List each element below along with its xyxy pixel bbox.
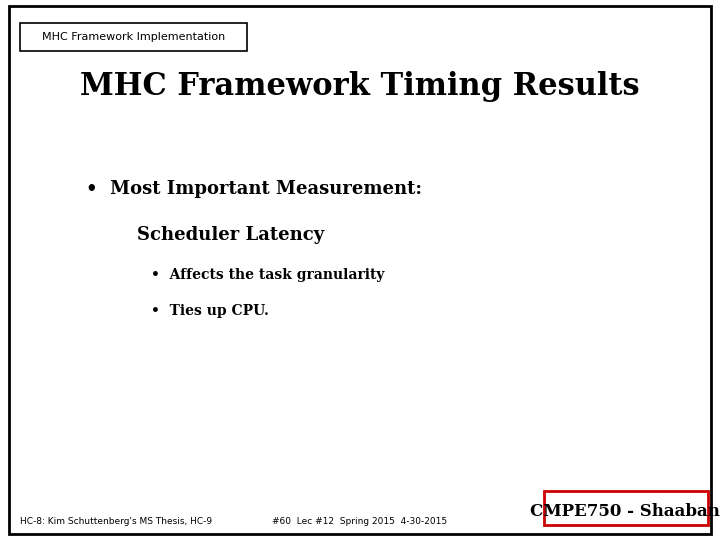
Text: MHC Framework Timing Results: MHC Framework Timing Results xyxy=(80,71,640,102)
FancyBboxPatch shape xyxy=(9,6,711,534)
FancyBboxPatch shape xyxy=(544,491,708,525)
Text: •  Affects the task granularity: • Affects the task granularity xyxy=(151,268,384,282)
Text: MHC Framework Implementation: MHC Framework Implementation xyxy=(42,32,225,42)
Text: •  Ties up CPU.: • Ties up CPU. xyxy=(151,303,269,318)
Text: #60  Lec #12  Spring 2015  4-30-2015: #60 Lec #12 Spring 2015 4-30-2015 xyxy=(272,517,448,526)
FancyBboxPatch shape xyxy=(20,23,247,51)
Text: HC-8: Kim Schuttenberg's MS Thesis, HC-9: HC-8: Kim Schuttenberg's MS Thesis, HC-9 xyxy=(20,517,212,526)
Text: •  Most Important Measurement:: • Most Important Measurement: xyxy=(86,180,423,198)
Text: Scheduler Latency: Scheduler Latency xyxy=(137,226,324,244)
Text: CMPE750 - Shaaban: CMPE750 - Shaaban xyxy=(530,503,720,521)
